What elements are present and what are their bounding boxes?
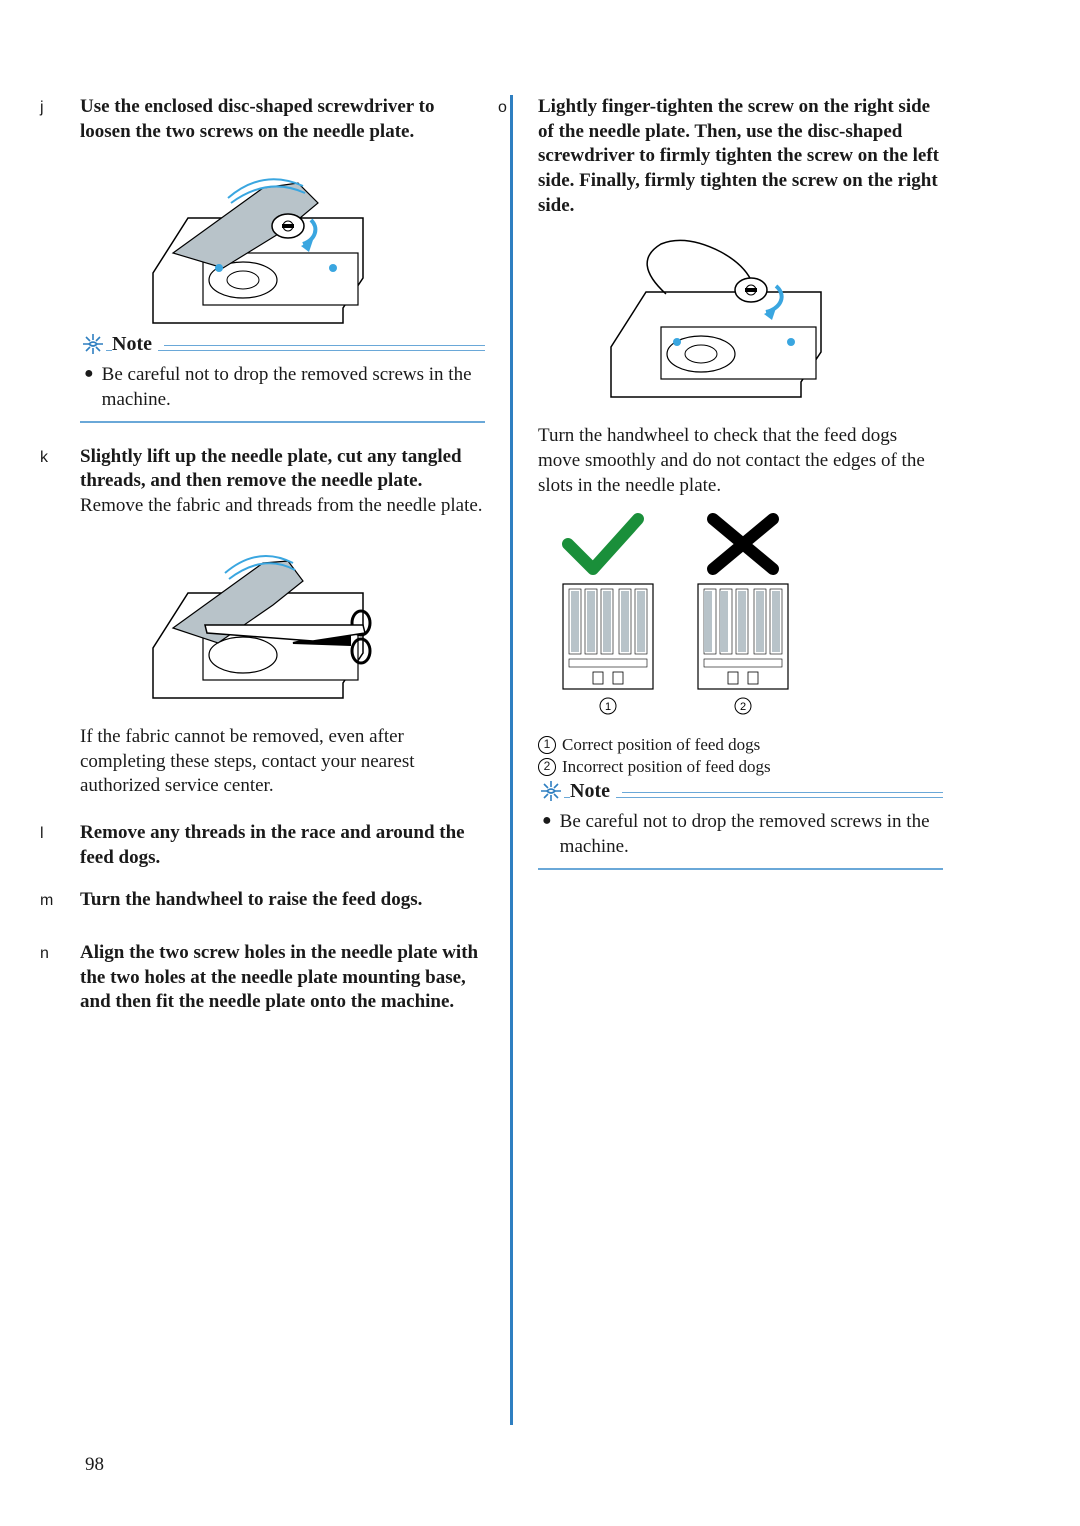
step-m: m Turn the handwheel to raise the feed d…: [80, 888, 485, 913]
note-bullet-1: ● Be careful not to drop the removed scr…: [80, 363, 485, 412]
note-text-2: Be careful not to drop the removed screw…: [560, 810, 943, 859]
step-k: k Slightly lift up the needle plate, cut…: [80, 445, 485, 519]
note-title-2: Note: [570, 780, 616, 803]
step-o-after: Turn the handwheel to check that the fee…: [538, 424, 943, 498]
step-letter-k: k: [40, 449, 48, 467]
note-header-1: Note: [80, 331, 485, 357]
step-n-instruction: Align the two screw holes in the needle …: [80, 941, 485, 1015]
figure-tighten-screws: [591, 232, 891, 412]
step-m-instruction: Turn the handwheel to raise the feed dog…: [80, 888, 485, 913]
note-rule-1: [164, 345, 485, 346]
column-divider: [510, 95, 513, 1425]
caption-1: 1 Correct position of feed dogs: [538, 734, 943, 757]
step-letter-j: j: [40, 99, 44, 117]
step-letter-n: n: [40, 945, 49, 963]
step-n: n Align the two screw holes in the needl…: [80, 941, 485, 1015]
step-letter-o: o: [498, 99, 507, 117]
note-header-2: Note: [538, 778, 943, 804]
two-column-layout: j Use the enclosed disc-shaped screwdriv…: [80, 95, 1000, 1425]
step-l-instruction: Remove any threads in the race and aroun…: [80, 821, 485, 870]
figure-captions: 1 Correct position of feed dogs 2 Incorr…: [538, 734, 943, 780]
step-j-instruction: Use the enclosed disc-shaped screwdriver…: [80, 95, 485, 144]
step-k-after: If the fabric cannot be removed, even af…: [80, 725, 485, 799]
bullet-dot: ●: [84, 363, 94, 412]
manual-page: j Use the enclosed disc-shaped screwdriv…: [0, 0, 1080, 1526]
note-title-1: Note: [112, 333, 158, 356]
page-number: 98: [85, 1454, 104, 1476]
note-box-1: Note ● Be careful not to drop the remove…: [80, 350, 485, 422]
figure-loosen-screws: [133, 158, 433, 338]
svg-text:2: 2: [740, 701, 746, 713]
left-column: j Use the enclosed disc-shaped screwdriv…: [80, 95, 485, 1425]
note-rule-2: [622, 792, 943, 793]
caption-1-text: Correct position of feed dogs: [562, 734, 760, 757]
circled-1-icon: 1: [538, 736, 556, 754]
step-j: j Use the enclosed disc-shaped screwdriv…: [80, 95, 485, 144]
note-box-2: Note ● Be careful not to drop the remove…: [538, 797, 943, 869]
figure-feed-dogs-compare: 1 2: [538, 509, 818, 719]
bullet-dot: ●: [542, 810, 552, 859]
right-column: o Lightly finger-tighten the screw on th…: [538, 95, 943, 1425]
svg-text:1: 1: [605, 701, 611, 713]
sparkle-icon: [80, 331, 106, 357]
sparkle-icon: [538, 778, 564, 804]
figure-cut-threads: [133, 533, 433, 713]
step-k-body: Remove the fabric and threads from the n…: [80, 494, 485, 519]
note-text-1: Be careful not to drop the removed screw…: [102, 363, 485, 412]
step-o: o Lightly finger-tighten the screw on th…: [538, 95, 943, 218]
step-letter-m: m: [40, 892, 53, 910]
step-l: l Remove any threads in the race and aro…: [80, 821, 485, 870]
caption-2-text: Incorrect position of feed dogs: [562, 756, 771, 779]
circled-2-icon: 2: [538, 758, 556, 776]
step-letter-l: l: [40, 825, 44, 843]
caption-2: 2 Incorrect position of feed dogs: [538, 756, 943, 779]
step-k-instruction: Slightly lift up the needle plate, cut a…: [80, 445, 485, 494]
step-o-instruction: Lightly finger-tighten the screw on the …: [538, 95, 943, 218]
note-bullet-2: ● Be careful not to drop the removed scr…: [538, 810, 943, 859]
